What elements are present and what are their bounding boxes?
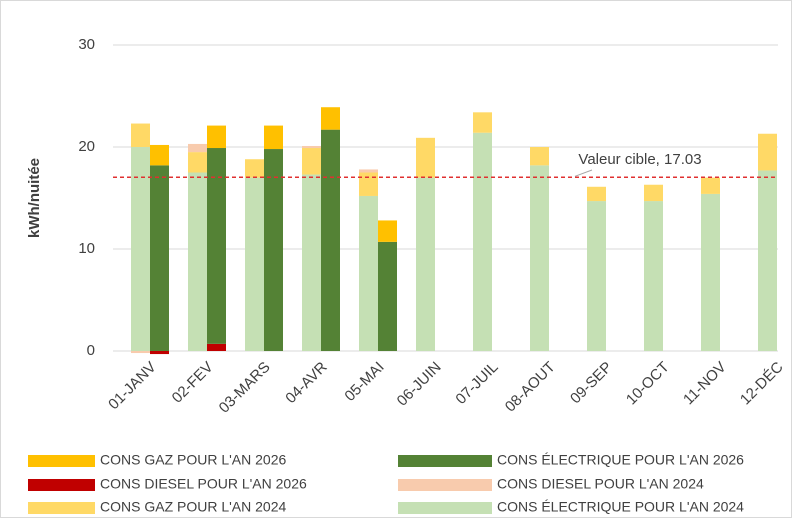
bar-segment (131, 147, 150, 351)
bar-segment (207, 125, 226, 149)
bar-segment (359, 172, 378, 196)
bar-segment (473, 132, 492, 351)
legend-label: CONS DIESEL POUR L'AN 2024 (497, 476, 704, 492)
legend-label: CONS ÉLECTRIQUE POUR L'AN 2026 (497, 452, 744, 468)
bar-segment (150, 351, 169, 355)
bar-segment (758, 133, 777, 171)
bar-segment (302, 145, 321, 149)
bar-segment (701, 193, 720, 351)
legend-label: CONS GAZ POUR L'AN 2026 (100, 452, 287, 468)
bar-segment (359, 169, 378, 173)
bar-segment (587, 201, 606, 351)
bar-segment (131, 351, 150, 354)
bar-segment (188, 152, 207, 173)
legend-swatch (398, 502, 492, 514)
y-tick-label: 10 (78, 240, 95, 257)
bar-segment (644, 184, 663, 202)
target-annotation: Valeur cible, 17.03 (578, 151, 701, 168)
y-tick-label: 0 (87, 342, 95, 359)
legend-label: CONS GAZ POUR L'AN 2024 (100, 499, 287, 515)
bar-segment (302, 174, 321, 351)
bar-segment (321, 107, 340, 130)
bar-segment (416, 177, 435, 351)
bar-segment (207, 343, 226, 351)
bar-segment (378, 220, 397, 242)
bar-segment (264, 149, 283, 351)
annotation-leader (574, 169, 593, 177)
bar-segment (321, 129, 340, 351)
bar-segment (245, 177, 264, 351)
bar-segment (264, 125, 283, 150)
bar-segment (701, 177, 720, 194)
bar-segment (188, 143, 207, 153)
bar-segment (359, 195, 378, 351)
legend-swatch (398, 479, 492, 491)
y-tick-label: 30 (78, 36, 95, 53)
bar-segment (150, 144, 169, 166)
bar-segment (150, 165, 169, 351)
bar-segment (587, 186, 606, 202)
bar-segment (131, 123, 150, 147)
bar-segment (530, 165, 549, 351)
bar-segment (530, 147, 549, 166)
bar-segment (416, 137, 435, 178)
legend-label: CONS DIESEL POUR L'AN 2026 (100, 476, 307, 492)
legend-swatch (398, 455, 492, 467)
legend-swatch (28, 502, 95, 514)
bar-segment (473, 112, 492, 133)
y-tick-label: 20 (78, 138, 95, 155)
legend-swatch (28, 455, 95, 467)
legend-swatch (28, 479, 95, 491)
bar-segment (302, 148, 321, 175)
bar-segment (758, 170, 777, 351)
bar-segment (245, 159, 264, 178)
y-axis-label: kWh/nuitée (26, 158, 43, 238)
bar-segment (207, 148, 226, 344)
bar-segment (378, 241, 397, 351)
bar-segment (188, 172, 207, 351)
legend-label: CONS ÉLECTRIQUE POUR L'AN 2024 (497, 499, 744, 515)
bar-segment (644, 201, 663, 351)
